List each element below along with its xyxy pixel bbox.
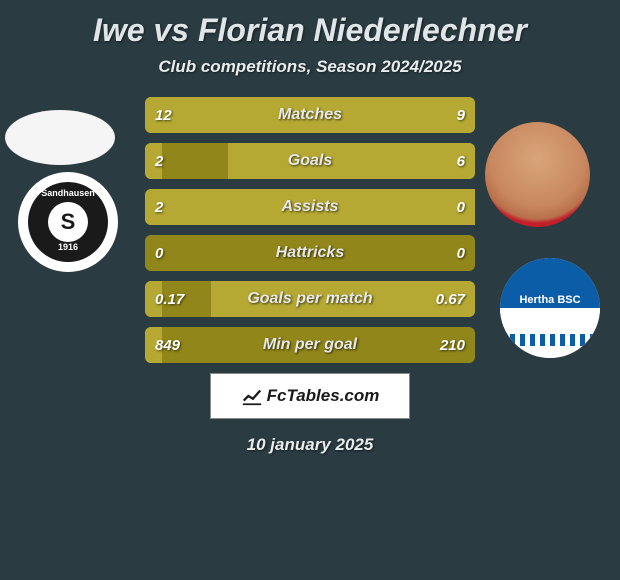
club-left-badge: Sandhausen S 1916 [18, 172, 118, 272]
footer-brand-logo[interactable]: FcTables.com [210, 373, 410, 419]
club-left-emblem: S [48, 202, 88, 242]
player-right-avatar [485, 122, 590, 227]
footer-brand-text: FcTables.com [267, 386, 380, 406]
footer-date: 10 january 2025 [0, 435, 620, 455]
chart-icon [241, 385, 263, 407]
stat-row: 849210Min per goal [145, 327, 475, 363]
stat-label: Assists [145, 198, 475, 216]
club-left-name: Sandhausen [41, 188, 95, 198]
stat-row: 129Matches [145, 97, 475, 133]
player-left-avatar [5, 110, 115, 165]
stat-row: 00Hattricks [145, 235, 475, 271]
page-subtitle: Club competitions, Season 2024/2025 [0, 57, 620, 77]
stat-row: 26Goals [145, 143, 475, 179]
club-right-badge: Hertha BSC [500, 258, 600, 358]
stat-label: Goals per match [145, 290, 475, 308]
club-left-year: 1916 [58, 242, 78, 252]
stat-row: 0.170.67Goals per match [145, 281, 475, 317]
stat-label: Matches [145, 106, 475, 124]
page-title: Iwe vs Florian Niederlechner [0, 0, 620, 57]
stat-label: Hattricks [145, 244, 475, 262]
stat-label: Goals [145, 152, 475, 170]
stat-label: Min per goal [145, 336, 475, 354]
stat-row: 20Assists [145, 189, 475, 225]
